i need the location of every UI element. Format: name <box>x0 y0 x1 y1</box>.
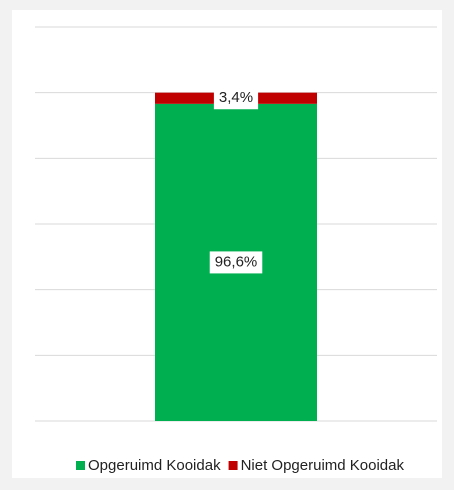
data-label: 3,4% <box>219 89 253 106</box>
data-label-box <box>209 251 263 274</box>
legend-label: Opgeruimd Kooidak <box>88 457 221 474</box>
data-label-box <box>213 87 259 110</box>
legend-swatch <box>76 461 85 470</box>
legend-swatch <box>228 461 238 470</box>
data-label: 96,6% <box>215 253 258 270</box>
legend-label: Niet Opgeruimd Kooidak <box>241 457 405 474</box>
